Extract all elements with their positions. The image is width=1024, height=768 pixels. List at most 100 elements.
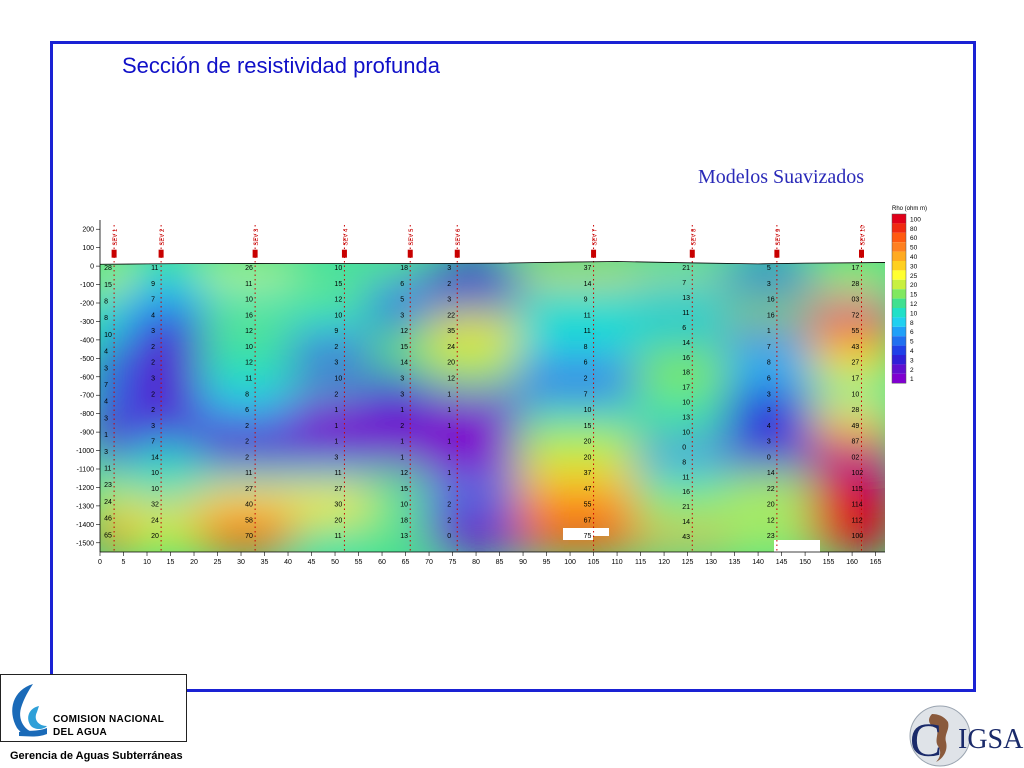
- sounding-value-label: 114: [851, 502, 862, 509]
- heatmap-field: [100, 261, 885, 552]
- sounding-value-label: 46: [104, 516, 112, 523]
- sounding-value-label: 20: [584, 454, 592, 461]
- sounding-value-label: 10: [151, 486, 159, 493]
- sounding-value-label: 28: [851, 407, 859, 414]
- sounding-label: SEV 6: [456, 228, 462, 246]
- x-tick-label: 65: [402, 559, 410, 566]
- x-tick-label: 10: [143, 559, 151, 566]
- sounding-value-label: 10: [245, 297, 253, 304]
- x-tick-label: 130: [705, 559, 717, 566]
- legend-label: 40: [910, 254, 918, 261]
- x-tick-label: 125: [682, 559, 694, 566]
- sounding-value-label: 3: [400, 312, 404, 319]
- sounding-value-label: 2: [245, 439, 249, 446]
- legend-swatch: [892, 261, 906, 271]
- sounding-value-label: 9: [334, 328, 338, 335]
- sounding-value-label: 30: [334, 502, 342, 509]
- sounding-value-label: 23: [104, 482, 112, 489]
- y-tick-label: -1300: [76, 503, 94, 510]
- cigsa-logo: C IGSA: [909, 705, 1024, 767]
- slide-frame: [50, 41, 976, 692]
- sounding-value-label: 27: [245, 486, 253, 493]
- sounding-marker: [454, 249, 460, 258]
- legend-label: 100: [910, 216, 921, 223]
- sounding-value-label: 8: [767, 360, 771, 367]
- legend-label: 4: [910, 348, 914, 355]
- sounding-value-label: 11: [245, 281, 252, 288]
- sounding-label: SEV 5: [409, 228, 415, 246]
- sounding-value-label: 12: [767, 517, 775, 524]
- y-tick-label: -100: [80, 282, 94, 289]
- sounding-value-label: 14: [151, 454, 159, 461]
- sounding-value-label: 17: [851, 265, 859, 272]
- sounding-label: SEV 1: [113, 228, 119, 246]
- legend-label: 2: [910, 367, 914, 374]
- legend-title: Rho (ohm m): [892, 206, 927, 212]
- sounding-value-label: 0: [767, 454, 771, 461]
- sounding-value-label: 16: [682, 489, 690, 496]
- y-tick-label: -900: [80, 430, 94, 437]
- sounding-label: SEV 3: [254, 228, 260, 246]
- y-tick-label: -700: [80, 393, 94, 400]
- conagua-wave-icon: [12, 684, 47, 737]
- sounding-value-label: 11: [334, 533, 341, 540]
- sounding-value-label: 11: [584, 312, 591, 319]
- sounding-value-label: 13: [682, 415, 690, 422]
- sounding-value-label: 18: [682, 370, 690, 377]
- sounding-value-label: 9: [584, 297, 588, 304]
- sounding-value-label: 4: [104, 399, 108, 406]
- sounding-value-label: 14: [400, 360, 408, 367]
- sounding-value-label: 2: [151, 360, 155, 367]
- sounding-value-label: 2: [400, 423, 404, 430]
- sounding-value-label: 7: [151, 439, 155, 446]
- sounding-value-label: 27: [851, 360, 859, 367]
- legend-swatch: [892, 251, 906, 261]
- sounding-marker: [111, 249, 117, 258]
- sounding-value-label: 55: [851, 328, 859, 335]
- sounding-value-label: 18: [400, 517, 408, 524]
- sounding-label: SEV 4: [343, 228, 349, 246]
- sounding-value-label: 49: [851, 423, 859, 430]
- sounding-value-label: 75: [584, 533, 592, 540]
- x-tick-label: 115: [635, 559, 646, 566]
- sounding-value-label: 26: [245, 265, 253, 272]
- legend-swatch: [892, 242, 906, 252]
- sounding-value-label: 6: [245, 407, 249, 414]
- sounding-value-label: 16: [767, 297, 775, 304]
- sounding-value-label: 87: [851, 439, 859, 446]
- sounding-value-label: 7: [447, 486, 451, 493]
- sounding-value-label: 3: [151, 328, 155, 335]
- y-tick-label: -1200: [76, 485, 94, 492]
- sounding-value-label: 3: [104, 449, 108, 456]
- sounding-value-label: 12: [400, 470, 408, 477]
- sounding-value-label: 9: [151, 281, 155, 288]
- x-tick-label: 40: [284, 559, 292, 566]
- sounding-value-label: 20: [447, 360, 455, 367]
- sounding-value-label: 16: [682, 355, 690, 362]
- legend-label: 60: [910, 235, 918, 242]
- x-tick-label: 95: [543, 559, 551, 566]
- sounding-value-label: 3: [447, 265, 451, 272]
- sounding-value-label: 23: [767, 533, 775, 540]
- sounding-value-label: 8: [682, 459, 686, 466]
- legend-swatch: [892, 289, 906, 299]
- sounding-value-label: 15: [584, 423, 592, 430]
- chart-subtitle: Modelos Suavizados: [698, 166, 865, 188]
- legend-swatch: [892, 364, 906, 374]
- x-tick-label: 20: [190, 559, 198, 566]
- sounding-value-label: 22: [767, 486, 775, 493]
- legend-swatch: [892, 345, 906, 355]
- sounding-value-label: 115: [851, 486, 862, 493]
- sounding-value-label: 21: [682, 265, 690, 272]
- sounding-value-label: 10: [334, 376, 342, 383]
- sounding-value-label: 43: [682, 534, 690, 541]
- sounding-value-label: 1: [400, 407, 404, 414]
- sounding-value-label: 2: [447, 281, 451, 288]
- sounding-value-label: 12: [447, 376, 455, 383]
- sounding-marker: [158, 249, 164, 258]
- sounding-value-label: 2: [334, 391, 338, 398]
- sounding-value-label: 11: [245, 470, 252, 477]
- x-tick-label: 50: [331, 559, 339, 566]
- sounding-value-label: 11: [334, 470, 341, 477]
- sounding-value-label: 1: [334, 407, 338, 414]
